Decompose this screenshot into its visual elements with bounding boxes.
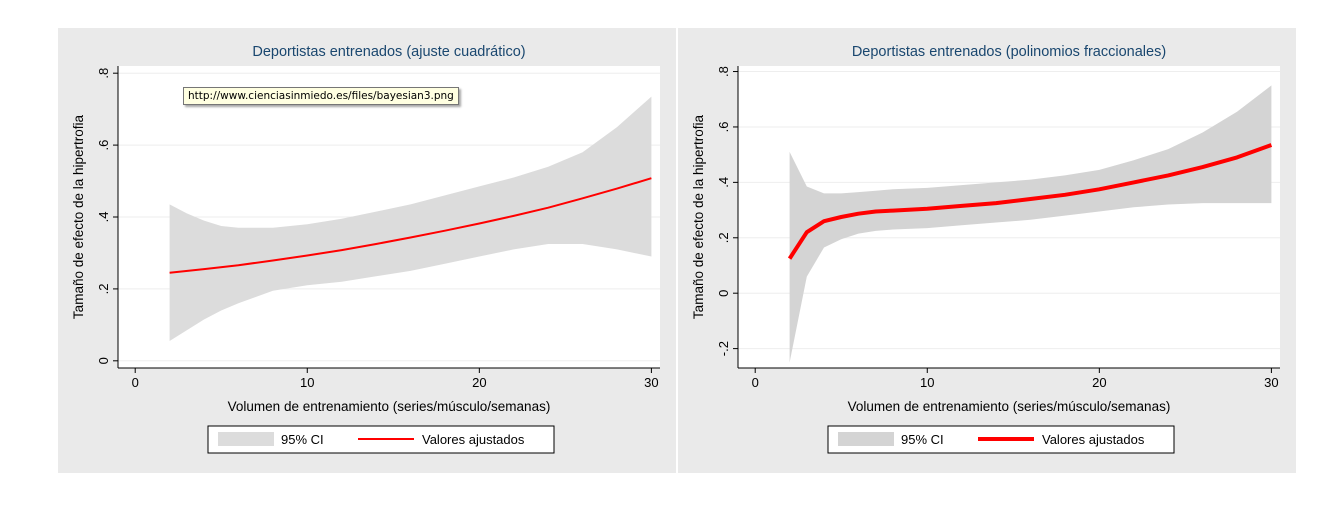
chart-panel-quadratic: 0 10 20 30 0 .2 .4 .6 .8 Deportistas entrenados (… <box>58 28 676 473</box>
x-tick-label: 0 <box>132 375 139 390</box>
legend-label-ci: 95% CI <box>901 432 944 447</box>
ci-band <box>789 85 1272 363</box>
x-tick-label: 0 <box>752 375 759 390</box>
legend-swatch-ci <box>838 432 894 446</box>
y-tick-label: .2 <box>96 283 111 294</box>
legend-label-line: Valores ajustados <box>422 432 525 447</box>
chart-title: Deportistas entrenados (ajuste cuadrátic… <box>252 44 525 60</box>
y-tick-label: .6 <box>716 122 731 133</box>
url-tooltip: http://www.cienciasinmiedo.es/files/baye… <box>183 87 459 105</box>
y-tick-label: .2 <box>716 232 731 243</box>
fitted-line <box>787 143 1273 260</box>
x-tick-label: 20 <box>472 375 486 390</box>
legend: 95% CI Valores ajustados <box>207 425 555 454</box>
y-tick-label: .4 <box>96 212 111 223</box>
chart-fractional: 0 10 20 30 -.2 0 .2 .4 .6 .8 Deportistas entrenado… <box>691 44 1280 454</box>
x-tick-label: 20 <box>1092 375 1106 390</box>
y-tick-label: .8 <box>96 68 111 79</box>
x-axis-label: Volumen de entrenamiento (series/músculo… <box>228 399 551 414</box>
y-axis-label: Tamaño de efecto de la hipertrofia <box>691 114 706 319</box>
x-axis-label: Volumen de entrenamiento (series/músculo… <box>848 399 1171 414</box>
y-tick-label: .4 <box>716 177 731 188</box>
chart-title: Deportistas entrenados (polinomios fracc… <box>852 44 1166 60</box>
y-tick-label: 0 <box>96 357 111 364</box>
legend-swatch-ci <box>218 432 274 446</box>
x-tick-label: 10 <box>920 375 934 390</box>
legend-label-line: Valores ajustados <box>1042 432 1145 447</box>
chart-quadratic: 0 10 20 30 0 .2 .4 .6 .8 Deportistas entrenados (… <box>71 44 660 454</box>
y-tick-label: 0 <box>716 290 731 297</box>
legend-label-ci: 95% CI <box>281 432 324 447</box>
x-tick-label: 30 <box>644 375 658 390</box>
y-axis-label: Tamaño de efecto de la hipertrofia <box>71 114 86 319</box>
ci-band <box>169 96 652 341</box>
y-tick-label: .8 <box>716 66 731 77</box>
x-tick-label: 30 <box>1264 375 1278 390</box>
legend: 95% CI Valores ajustados <box>827 425 1175 454</box>
fitted-line <box>169 177 652 274</box>
y-tick-label: -.2 <box>716 341 731 356</box>
y-tick-label: .6 <box>96 140 111 151</box>
x-tick-label: 10 <box>300 375 314 390</box>
chart-panel-fractional: 0 10 20 30 -.2 0 .2 .4 .6 .8 Deportistas entrenado… <box>678 28 1296 473</box>
